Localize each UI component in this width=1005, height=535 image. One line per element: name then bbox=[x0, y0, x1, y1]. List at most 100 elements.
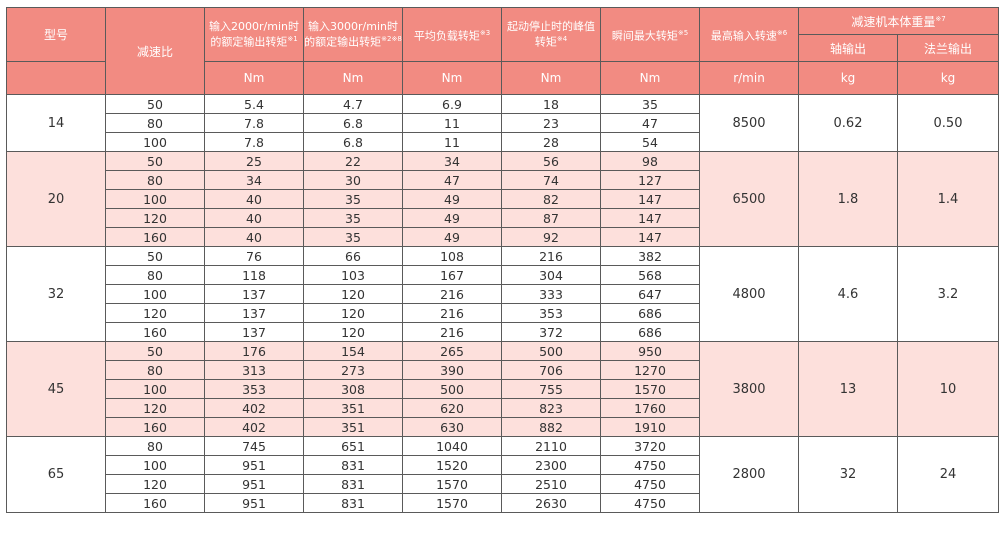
avg-load-cell: 1570 bbox=[402, 493, 502, 513]
peak-cell: 353 bbox=[501, 303, 601, 323]
rated-3000-cell: 831 bbox=[303, 474, 403, 494]
table-row: 45 50 176 154 265 500 950 3800 13 10 bbox=[6, 341, 999, 437]
rated-2000-cell: 5.4 bbox=[204, 94, 304, 114]
rated-2000-cell: 137 bbox=[204, 284, 304, 304]
ratio-cell: 120 bbox=[105, 474, 205, 494]
avg-load-cell: 1040 bbox=[402, 436, 502, 456]
avg-load-cell: 216 bbox=[402, 322, 502, 342]
peak-cell: 28 bbox=[501, 132, 601, 152]
rated-2000-cell: 40 bbox=[204, 227, 304, 247]
ratio-cell: 160 bbox=[105, 322, 205, 342]
table-row: 100 951 831 1520 2300 4750 bbox=[7, 455, 999, 475]
ratio-cell: 80 bbox=[105, 436, 205, 456]
table-row: 80 118 103 167 304 568 bbox=[7, 265, 999, 285]
rated-3000-cell: 22 bbox=[303, 151, 403, 171]
avg-load-cell: 265 bbox=[402, 341, 502, 361]
header-model-unit-blank bbox=[6, 61, 106, 95]
ratio-cell: 120 bbox=[105, 398, 205, 418]
instant-max-cell: 1760 bbox=[600, 398, 700, 418]
header-weight-note: ※7 bbox=[935, 14, 946, 23]
ratio-cell: 120 bbox=[105, 303, 205, 323]
flange-weight-cell: 3.2 bbox=[897, 246, 999, 342]
header-flange-output: 法兰输出 bbox=[897, 34, 999, 62]
max-speed-cell: 4800 bbox=[699, 246, 799, 342]
ratio-cell: 120 bbox=[105, 208, 205, 228]
instant-max-cell: 382 bbox=[600, 246, 700, 266]
ratio-cell: 50 bbox=[105, 246, 205, 266]
instant-max-cell: 35 bbox=[600, 94, 700, 114]
ratio-cell: 80 bbox=[105, 360, 205, 380]
table-row: 160 137 120 216 372 686 bbox=[7, 322, 999, 342]
rated-3000-cell: 831 bbox=[303, 493, 403, 513]
table-row: 160 951 831 1570 2630 4750 bbox=[7, 493, 999, 513]
header-weight-group: 减速机本体重量※7 bbox=[798, 7, 999, 35]
model-cell: 32 bbox=[6, 246, 106, 342]
avg-load-cell: 49 bbox=[402, 189, 502, 209]
table-row: 100 40 35 49 82 147 bbox=[7, 189, 999, 209]
model-cell: 14 bbox=[6, 94, 106, 152]
ratio-cell: 100 bbox=[105, 379, 205, 399]
table-row: 120 40 35 49 87 147 bbox=[7, 208, 999, 228]
flange-weight-cell: 1.4 bbox=[897, 151, 999, 247]
table-body: 14 50 5.4 4.7 6.9 18 35 8500 0.62 0.50 80 7.8 6.8 11 2… bbox=[6, 94, 999, 513]
rated-2000-cell: 137 bbox=[204, 322, 304, 342]
unit-flange: kg bbox=[897, 61, 999, 95]
ratio-cell: 100 bbox=[105, 284, 205, 304]
instant-max-cell: 950 bbox=[600, 341, 700, 361]
ratio-cell: 80 bbox=[105, 170, 205, 190]
instant-max-cell: 1270 bbox=[600, 360, 700, 380]
avg-load-cell: 620 bbox=[402, 398, 502, 418]
rated-2000-cell: 313 bbox=[204, 360, 304, 380]
header-peak-note: ※4 bbox=[556, 35, 568, 44]
header-ratio: 减速比 bbox=[105, 7, 205, 95]
header-rated-2000-note: ※1 bbox=[287, 35, 298, 44]
peak-cell: 333 bbox=[501, 284, 601, 304]
instant-max-cell: 3720 bbox=[600, 436, 700, 456]
table-row: 100 353 308 500 755 1570 bbox=[7, 379, 999, 399]
table-row: 120 402 351 620 823 1760 bbox=[7, 398, 999, 418]
unit-peak: Nm bbox=[501, 61, 601, 95]
rated-3000-cell: 30 bbox=[303, 170, 403, 190]
peak-cell: 87 bbox=[501, 208, 601, 228]
header-rated-3000: 输入3000r/min时的额定输出转矩※2※8 bbox=[303, 7, 403, 62]
table-row: 80 34 30 47 74 127 bbox=[7, 170, 999, 190]
header-rated-3000-note: ※2※8 bbox=[381, 35, 402, 44]
ratio-cell: 80 bbox=[105, 113, 205, 133]
rated-3000-cell: 351 bbox=[303, 417, 403, 437]
peak-cell: 2300 bbox=[501, 455, 601, 475]
avg-load-cell: 1570 bbox=[402, 474, 502, 494]
ratio-cell: 100 bbox=[105, 132, 205, 152]
ratio-cell: 50 bbox=[105, 151, 205, 171]
instant-max-cell: 1910 bbox=[600, 417, 700, 437]
instant-max-cell: 1570 bbox=[600, 379, 700, 399]
table-header: 型号 减速比 输入2000r/min时的额定输出转矩※1 输入3000r/min… bbox=[6, 7, 999, 95]
flange-weight-cell: 24 bbox=[897, 436, 999, 513]
flange-weight-cell: 0.50 bbox=[897, 94, 999, 152]
max-speed-cell: 6500 bbox=[699, 151, 799, 247]
unit-speed: r/min bbox=[699, 61, 799, 95]
rated-3000-cell: 351 bbox=[303, 398, 403, 418]
peak-cell: 56 bbox=[501, 151, 601, 171]
rated-3000-cell: 35 bbox=[303, 227, 403, 247]
instant-max-cell: 568 bbox=[600, 265, 700, 285]
header-avg-load-note: ※3 bbox=[479, 28, 491, 37]
peak-cell: 216 bbox=[501, 246, 601, 266]
spec-table: 型号 减速比 输入2000r/min时的额定输出转矩※1 输入3000r/min… bbox=[6, 7, 999, 513]
ratio-cell: 160 bbox=[105, 493, 205, 513]
unit-rated-2000: Nm bbox=[204, 61, 304, 95]
avg-load-cell: 34 bbox=[402, 151, 502, 171]
peak-cell: 823 bbox=[501, 398, 601, 418]
header-instant-note: ※5 bbox=[677, 28, 689, 37]
rated-2000-cell: 353 bbox=[204, 379, 304, 399]
peak-cell: 82 bbox=[501, 189, 601, 209]
peak-cell: 755 bbox=[501, 379, 601, 399]
rated-2000-cell: 951 bbox=[204, 493, 304, 513]
rated-3000-cell: 6.8 bbox=[303, 113, 403, 133]
ratio-cell: 50 bbox=[105, 94, 205, 114]
avg-load-cell: 630 bbox=[402, 417, 502, 437]
rated-3000-cell: 651 bbox=[303, 436, 403, 456]
max-speed-cell: 3800 bbox=[699, 341, 799, 437]
avg-load-cell: 49 bbox=[402, 227, 502, 247]
unit-instant: Nm bbox=[600, 61, 700, 95]
header-max-input-speed: 最高输入转速※6 bbox=[699, 7, 799, 62]
